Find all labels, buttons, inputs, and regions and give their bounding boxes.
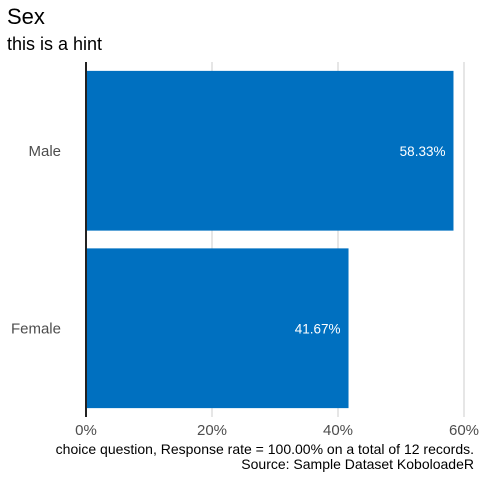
x-tick-label: 20% [197, 422, 227, 439]
y-category-label: Male [28, 143, 61, 160]
bar-female [86, 248, 349, 409]
x-tick-label: 60% [449, 422, 479, 439]
bar-male [86, 70, 454, 231]
chart-subtitle: this is a hint [7, 34, 103, 54]
axes: 0% 20% 40% 60% Male Female [11, 62, 479, 439]
x-tick-label: 40% [323, 422, 353, 439]
y-category-label: Female [11, 320, 61, 337]
caption-line-1: choice question, Response rate = 100.00%… [55, 441, 474, 457]
x-tick-label: 0% [75, 422, 97, 439]
bar-value-label: 58.33% [400, 144, 446, 159]
bar-value-label: 41.67% [295, 321, 341, 336]
bars [86, 70, 454, 409]
chart-title: Sex [7, 4, 45, 29]
bar-value-labels: 58.33% 41.67% [295, 144, 446, 337]
caption-line-2: Source: Sample Dataset KoboloadeR [241, 456, 474, 472]
